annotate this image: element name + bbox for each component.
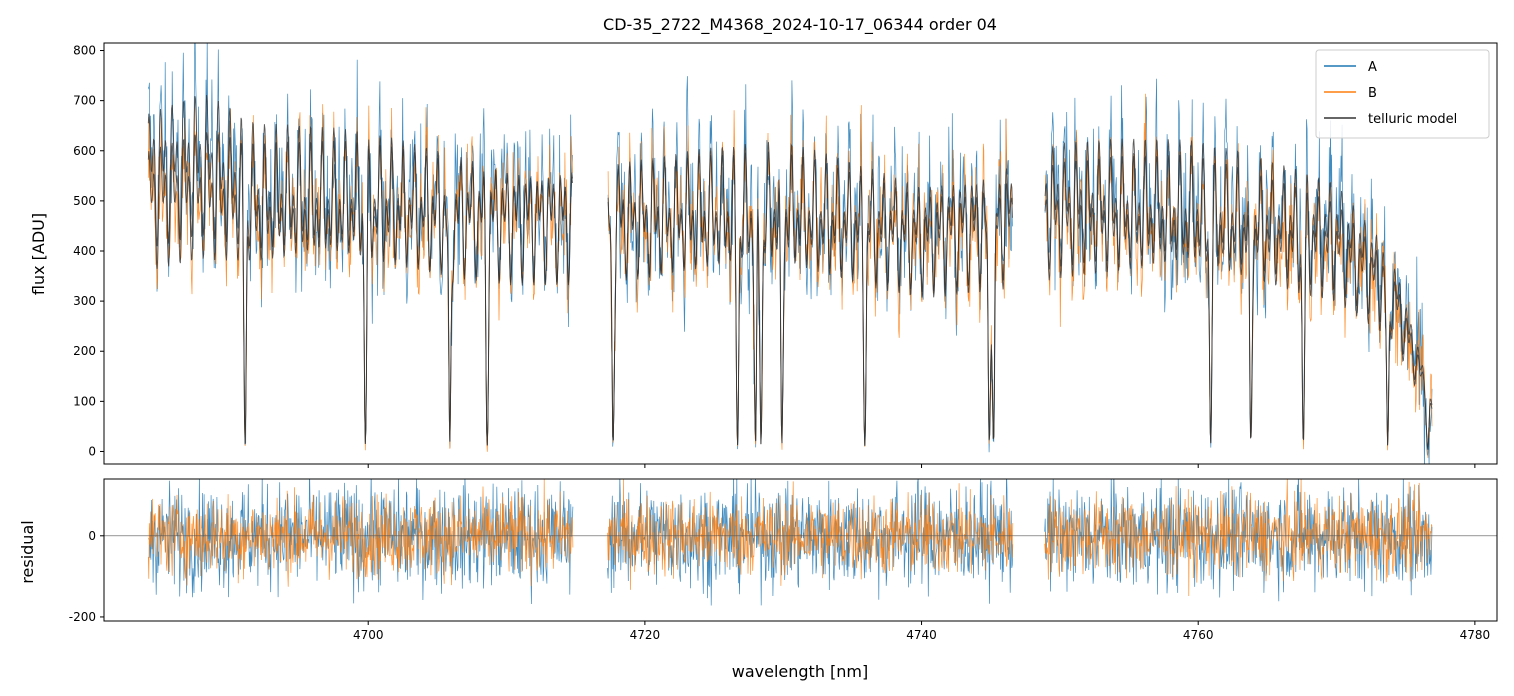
- chart-title: CD-35_2722_M4368_2024-10-17_06344 order …: [603, 15, 997, 35]
- flux-ytick-label: 500: [73, 194, 96, 208]
- wavelength-xtick-label: 4740: [906, 628, 937, 642]
- wavelength-xtick-label: 4760: [1183, 628, 1214, 642]
- wavelength-xtick-label: 4780: [1460, 628, 1491, 642]
- legend: A B telluric model: [1315, 49, 1490, 139]
- flux-panel: 0 100 200 300 400 500 600 700 800 flux [ADU] A B…: [29, 42, 1498, 468]
- residual-ytick-label: 0: [88, 529, 96, 543]
- wavelength-xtick-label: 4700: [353, 628, 384, 642]
- flux-ytick-label: 400: [73, 244, 96, 258]
- flux-axis-label: flux [ADU]: [29, 213, 48, 295]
- legend-label-model: telluric model: [1368, 112, 1457, 127]
- legend-label-a: A: [1368, 60, 1377, 75]
- flux-ytick-label: 700: [73, 94, 96, 108]
- residual-ytick-label: -200: [69, 610, 96, 624]
- flux-panel-frame: [103, 42, 1498, 465]
- telluric-model-line: [147, 132, 1433, 450]
- series-b-line: [147, 93, 1433, 458]
- flux-ytick-label: 0: [88, 444, 96, 458]
- flux-ytick-label: 200: [73, 344, 96, 358]
- flux-ytick-label: 300: [73, 294, 96, 308]
- legend-label-b: B: [1368, 86, 1377, 101]
- residual-b-line: [147, 479, 1433, 597]
- wavelength-axis-label: wavelength [nm]: [732, 662, 869, 681]
- residual-axis-label: residual: [18, 520, 37, 583]
- flux-ytick-label: 600: [73, 144, 96, 158]
- flux-ytick-label: 800: [73, 44, 96, 58]
- wavelength-xtick-label: 4720: [630, 628, 661, 642]
- residual-panel: -200 0 4700 4720 4740 4760 4780 residual wave…: [18, 478, 1498, 681]
- residual-panel-frame: [103, 478, 1498, 622]
- flux-ytick-label: 100: [73, 394, 96, 408]
